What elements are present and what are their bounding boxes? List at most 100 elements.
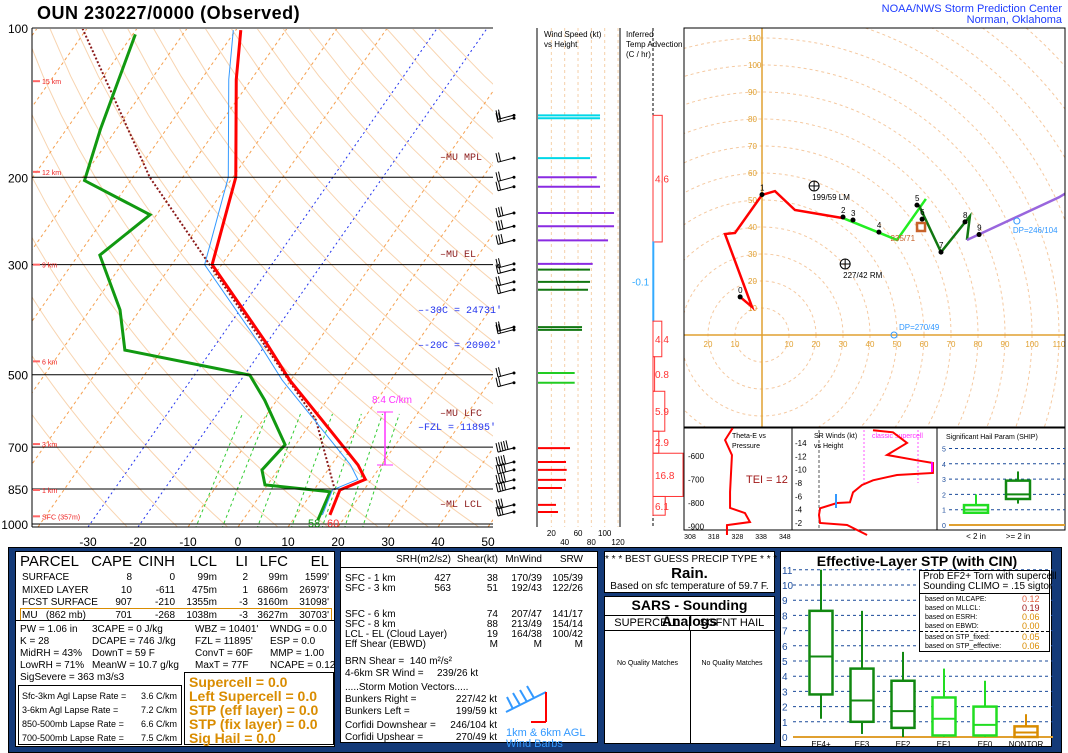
ship-x-label: < 2 in (966, 532, 986, 541)
barb-flag (498, 321, 501, 331)
barb-dot (512, 468, 516, 472)
hodo-v-label: 60 (748, 169, 757, 178)
barb-staff (497, 372, 514, 378)
barb-flag (495, 499, 499, 509)
kin-cell: SFC - 1 km (345, 573, 396, 584)
wind-barb (495, 181, 516, 192)
iqr-box (890, 679, 916, 730)
kin-cell: 51 (486, 583, 498, 594)
stp-y-label: 5 (782, 657, 788, 668)
precip-type: Rain. (671, 565, 708, 582)
kin-cell: SFC - 6 km (345, 609, 396, 620)
barb-flag (500, 206, 504, 216)
prob-value: 0.05 (1022, 632, 1040, 642)
barb-flag (495, 113, 499, 123)
kin-cell: 74 (486, 609, 498, 620)
tei-label: TEI = 12 (746, 474, 788, 486)
ship-y-label: 2 (942, 492, 946, 499)
barb-flag (500, 498, 504, 508)
dry-adiabat (32, 296, 229, 527)
motion-label: Corfidi Upshear = (345, 732, 424, 743)
barb-dot (512, 510, 516, 514)
barb-flag (500, 505, 504, 515)
wind-barb (495, 233, 516, 245)
barb-staff (497, 114, 514, 120)
dry-adiabat (32, 47, 430, 527)
hodo-point-label: 7 (939, 241, 944, 250)
index-value: NCAPE = 0.12 (270, 660, 336, 671)
wind-barb (495, 263, 516, 275)
storm-motion-label: 227/42 RM (843, 271, 882, 280)
advection-value: -0.1 (632, 278, 650, 289)
temp-tick-label: 50 (481, 535, 495, 547)
barb-flag (498, 474, 501, 484)
prob-label: based on STP_effective: (925, 643, 1002, 650)
hodo-trace (723, 189, 844, 311)
height-label: SFC (357m) (42, 514, 80, 521)
barb-dot (512, 185, 516, 189)
hodo-point (876, 229, 882, 235)
index-value: MaxT = 77F (195, 660, 249, 671)
wind-barb (495, 440, 516, 453)
thetae-x-label: 338 (755, 534, 767, 541)
barb-flag (495, 264, 499, 274)
wind-barb (495, 219, 516, 231)
barb-staff (497, 289, 514, 295)
dry-adiabat (32, 355, 179, 527)
dewpoint-profile (82, 33, 333, 521)
hodo-v-label: 110 (748, 34, 761, 43)
advection-value: 16.8 (655, 471, 675, 482)
motion-label: Bunkers Right = (345, 694, 417, 705)
stp-prob-box: Prob EF2+ Torn with supercell Sounding CL… (919, 570, 1057, 652)
srwind-h-label: -12 (795, 452, 807, 461)
parcel-cell: 475m (191, 584, 217, 596)
barb-staff (497, 447, 514, 453)
divider (690, 631, 691, 743)
kin-cell: 213/49 (511, 619, 542, 630)
stp-y-label: 3 (782, 687, 788, 698)
barb-flag (498, 112, 501, 122)
hodo-point (919, 216, 925, 222)
parcel-cell: 0 (169, 572, 175, 583)
hodo-point-label: 0 (738, 286, 743, 295)
kin-cell: 19 (486, 629, 498, 640)
sars-supercell-none: No Quality Matches (616, 660, 679, 667)
stp-y-label: 1 (782, 718, 788, 729)
advection-value: 2.9 (655, 438, 669, 449)
advection-value: 6.1 (655, 502, 669, 513)
kin-cell: M (574, 639, 583, 650)
index-value: LowRH = 71% (20, 660, 85, 671)
barb-flag (495, 456, 499, 467)
barb-flag (503, 472, 506, 483)
stp-x-label: EF1 (937, 740, 952, 748)
barb-staff (497, 186, 514, 192)
isotherm (32, 28, 338, 466)
parcel-header: PARCEL (20, 553, 79, 570)
parcel-cell: 6866m (257, 584, 288, 596)
barb-staff (497, 504, 514, 510)
stp-y-label: 8 (782, 611, 788, 622)
parcel-cell: 701 (115, 609, 132, 621)
wind-barb (495, 109, 516, 120)
isotherm (32, 28, 288, 394)
hodo-u-label: 20 (812, 340, 821, 349)
iqr-box (931, 696, 957, 737)
barb-flag (498, 258, 501, 268)
wind-barb (495, 276, 516, 287)
barb-flag (500, 463, 504, 473)
pressure-tick-label: 300 (8, 259, 28, 273)
speed-tick-label: 40 (560, 538, 569, 547)
kin-cell: 38 (486, 573, 498, 584)
isotherm (37, 28, 388, 527)
barb-flag (495, 276, 499, 287)
kin-cell: 427 (434, 573, 451, 584)
kin-header: SRH(m2/s2) (395, 554, 451, 565)
srwind-h-label: -8 (795, 479, 803, 488)
hodo-u-label: 90 (1001, 340, 1010, 349)
parcel-cell: 31098' (299, 597, 329, 608)
divider (341, 567, 597, 568)
stp-panel: 0 1 2 3 4 5 6 7 8 9 10 11 EF4+ EF3 EF2 EF1 EF0 NONTOR Eff… (780, 551, 1057, 748)
barb-dot (512, 116, 516, 120)
hodo-u-label: 10 (785, 340, 794, 349)
dry-adiabat (282, 28, 493, 253)
